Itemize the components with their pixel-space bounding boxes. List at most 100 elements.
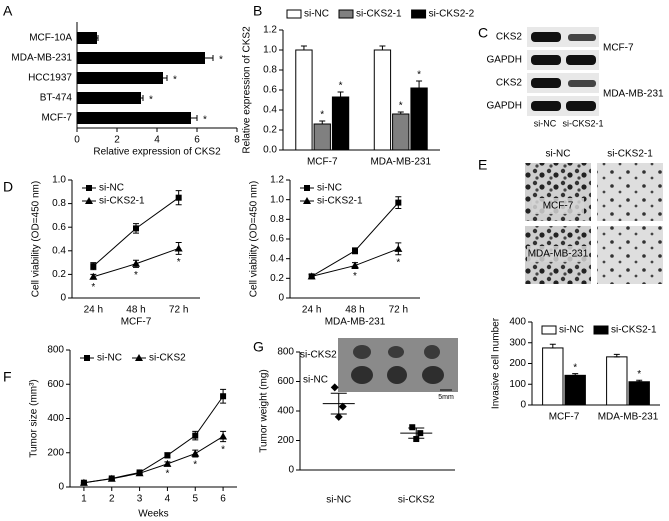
marker (352, 247, 358, 254)
blot-row-label: CKS2 (496, 32, 523, 43)
legend-label: si-NC (559, 325, 584, 336)
significance: * (165, 469, 169, 480)
bar (373, 49, 392, 151)
blot-band (566, 101, 596, 111)
bar (77, 112, 191, 124)
error-bar (379, 45, 386, 51)
x-tick-label: MCF-7 (549, 412, 580, 423)
tumor (387, 366, 407, 384)
x-tick-label: 2 (114, 135, 120, 146)
y-axis-label: Cell viability (OD=450 nm) (249, 181, 260, 297)
y-tick-label: 0 (520, 400, 526, 411)
panel-label: A (3, 3, 13, 19)
significance: * (353, 271, 357, 282)
significance: * (339, 81, 343, 92)
blot-lane-label: si-NC (534, 118, 557, 128)
significance: * (396, 257, 400, 268)
tumor (424, 345, 440, 359)
tumor (422, 366, 444, 384)
y-tick-label: 0.8 (270, 214, 284, 225)
y-tick-label: 0 (60, 293, 66, 304)
panel-label: F (3, 369, 12, 385)
bar (77, 72, 163, 84)
western-blot: CKS2 GAPDH CKS2 GAPDH MCF-7 MDA-MB-231 s… (486, 27, 664, 128)
significance: * (149, 95, 153, 106)
label-backdrop (532, 198, 584, 214)
legend-label: si-NC (99, 183, 124, 194)
significance: * (91, 282, 95, 293)
marker (90, 263, 97, 270)
category-label: MCF-7 (41, 113, 72, 124)
tumor (353, 345, 371, 359)
y-axis-label: Cell viability (OD=450 nm) (31, 181, 42, 297)
x-tick-label: 72 h (389, 305, 408, 316)
marker (330, 383, 339, 392)
marker (338, 402, 347, 411)
x-tick-label: 3 (137, 494, 143, 505)
y-tick-label: 600 (277, 376, 294, 387)
marker (175, 194, 182, 201)
x-tick-label: 8 (234, 135, 240, 146)
y-tick-label: 0.4 (270, 253, 284, 264)
x-axis-label: Weeks (138, 509, 168, 520)
category-label: BT-474 (40, 93, 73, 104)
marker (219, 432, 228, 440)
significance: * (203, 115, 207, 126)
y-tick-label: 1.0 (52, 175, 66, 186)
marker (174, 244, 183, 252)
x-tick-label: 48 h (345, 305, 364, 316)
category-label: HCC1937 (28, 73, 72, 84)
legend-marker (84, 355, 90, 361)
x-tick-label: MDA-MB-231 (598, 412, 659, 423)
image-row-label: MCF-7 (543, 201, 574, 212)
legend-label: si-CKS2-1 (611, 325, 657, 336)
error-bar (319, 120, 326, 125)
legend-label: si-CKS2-1 (317, 196, 363, 207)
legend-swatch (338, 9, 354, 19)
marker (79, 478, 88, 486)
y-tick-label: 300 (509, 337, 526, 348)
y-tick-label: 1.2 (270, 175, 284, 186)
marker (133, 225, 139, 232)
error-bar (337, 91, 344, 98)
blot-band (566, 55, 596, 65)
significance: * (134, 270, 138, 281)
x-tick-label: MCF-7 (307, 157, 338, 168)
micrograph (597, 163, 663, 221)
legend-swatch (541, 325, 557, 335)
x-tick-label: 1 (81, 494, 87, 505)
category-label: MCF-10A (29, 33, 72, 44)
legend-swatch (593, 325, 609, 335)
x-tick-label: 6 (220, 494, 226, 505)
y-tick-label: 0.8 (52, 198, 66, 209)
tumor (388, 346, 404, 358)
x-tick-label: 4 (165, 494, 171, 505)
y-tick-label: 0.6 (263, 85, 277, 96)
y-tick-label: 0.6 (270, 234, 284, 245)
y-tick-label: 200 (277, 435, 294, 446)
y-axis-label: Tumor weight (mg) (259, 369, 270, 453)
tumor (351, 366, 373, 384)
significance: * (221, 444, 225, 455)
error-bar (163, 75, 168, 81)
blot-band (568, 80, 596, 87)
legend-marker (85, 197, 93, 204)
marker (413, 436, 420, 443)
x-tick-label: 24 h (84, 305, 103, 316)
error-bar (572, 373, 579, 376)
x-tick-label: 5 (192, 494, 198, 505)
y-tick-label: 1.2 (263, 25, 277, 36)
legend-label: si-CKS2 (149, 353, 186, 364)
x-tick-label: 6 (194, 135, 200, 146)
y-tick-label: 0.2 (52, 269, 66, 280)
y-tick-label: 400 (509, 317, 526, 328)
significance: * (573, 362, 577, 373)
error-bar (636, 379, 643, 383)
bar (77, 32, 97, 44)
photo-row-label: si-NC (303, 375, 328, 386)
image-column-label: si-CKS2-1 (607, 149, 653, 160)
y-tick-label: 1.0 (263, 45, 277, 56)
y-tick-label: 0 (288, 465, 294, 476)
panel-label: C (478, 25, 488, 41)
